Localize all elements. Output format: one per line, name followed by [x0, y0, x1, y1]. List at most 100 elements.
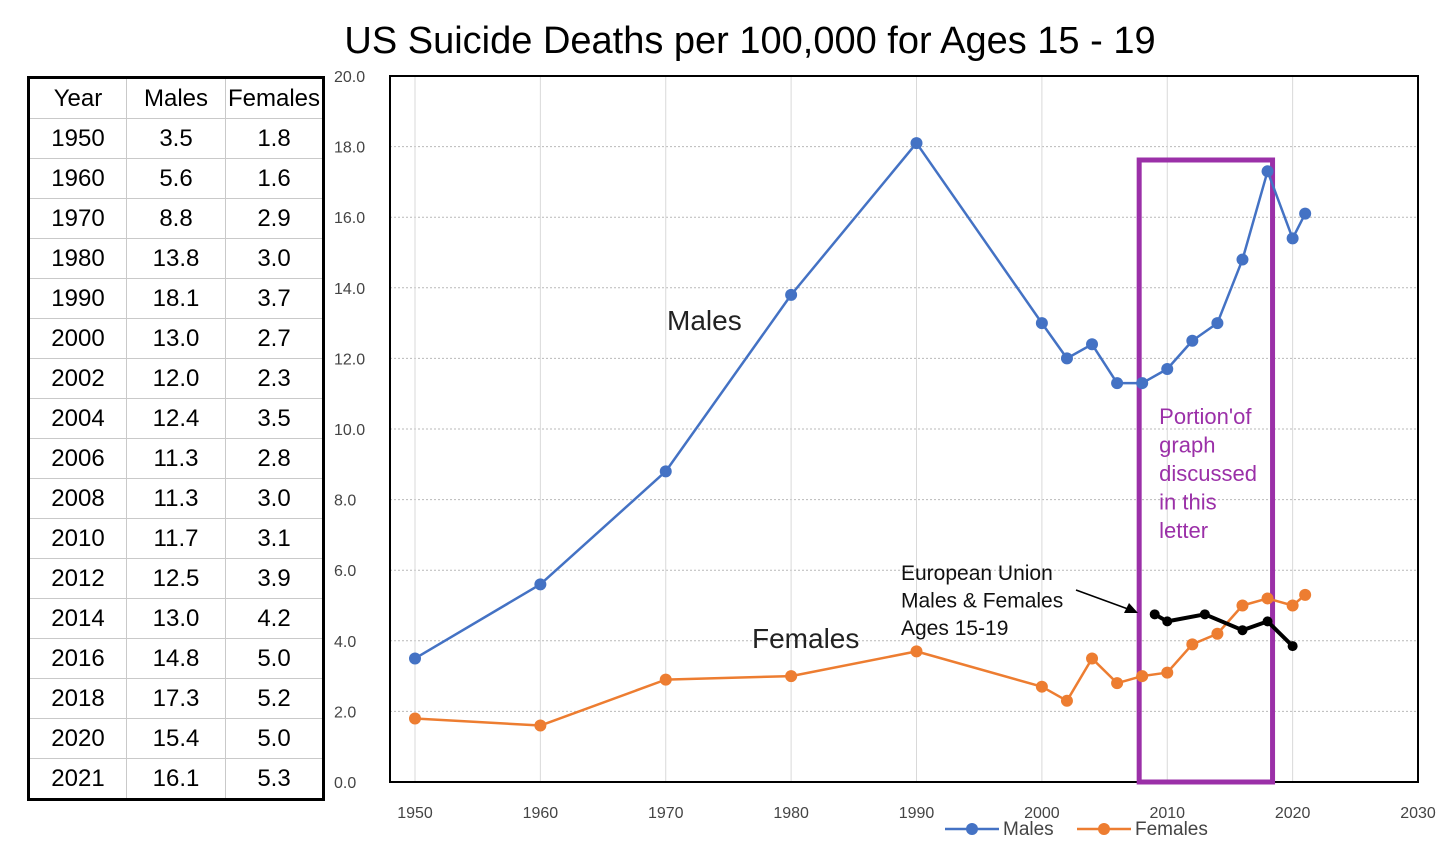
data-point	[910, 137, 923, 150]
legend-label: Males	[1003, 819, 1054, 840]
table-cell: 2.9	[225, 198, 324, 239]
table-cell: 12.0	[126, 358, 226, 399]
males-series-label: Males	[667, 305, 742, 336]
data-point	[1186, 638, 1199, 651]
data-point	[1086, 652, 1099, 665]
y-tick-label: 10.0	[334, 422, 365, 439]
table-row: 1950 3.5 1.8	[28, 118, 324, 159]
data-point	[1035, 317, 1048, 330]
table-cell: 5.3	[225, 758, 324, 800]
y-tick-label: 12.0	[334, 351, 365, 368]
table-row: 2020 15.4 5.0	[28, 718, 324, 759]
table-cell: 12.4	[126, 398, 226, 439]
legend: Males Females	[945, 819, 1208, 840]
y-tick-label: 18.0	[334, 140, 365, 157]
x-tick-label: 2030	[1400, 805, 1436, 822]
data-point	[1136, 377, 1149, 390]
eu-arrow-line	[1075, 589, 1129, 610]
highlight-text-line: discussed	[1159, 461, 1257, 486]
table-row: 1960 5.6 1.6	[28, 158, 324, 199]
annotations: Males Females European Union Males & Female…	[667, 305, 1138, 654]
data-point	[1111, 677, 1124, 690]
x-tick-label: 2000	[1024, 805, 1060, 822]
data-point	[1262, 616, 1273, 627]
y-tick-label: 8.0	[334, 493, 356, 510]
highlight-text-line: graph	[1159, 433, 1215, 458]
table-cell: 14.8	[126, 638, 226, 679]
y-tick-label: 6.0	[334, 563, 356, 580]
table-cell: 3.1	[225, 518, 324, 559]
table-row: 2021 16.1 5.3	[28, 758, 324, 800]
table-cell: 15.4	[126, 718, 226, 759]
table-cell: 1970	[28, 198, 127, 239]
data-point	[534, 719, 547, 732]
table-cell: 1960	[28, 158, 127, 199]
data-point	[1299, 588, 1312, 601]
table-cell: 4.2	[225, 598, 324, 639]
females-series-label: Females	[752, 623, 859, 654]
y-tick-label: 2.0	[334, 704, 356, 721]
table-cell: 2004	[28, 398, 127, 439]
x-tick-label: 2010	[1149, 805, 1185, 822]
data-point	[1286, 232, 1299, 245]
table-row: 2018 17.3 5.2	[28, 678, 324, 719]
eu-label-line: Ages 15-19	[901, 617, 1008, 640]
eu-arrow-head	[1124, 603, 1138, 613]
data-point	[1261, 165, 1274, 178]
x-tick-label: 1950	[397, 805, 433, 822]
table-cell: 2.8	[225, 438, 324, 479]
data-point	[1161, 362, 1174, 375]
table-row: 1980 13.8 3.0	[28, 238, 324, 279]
data-point	[785, 670, 798, 683]
axis-ticks: 0.0 2.0 4.0 6.0 8.0 10.0 12.0 14.0 16.0 18.0 20.0 1…	[334, 69, 1436, 822]
table-cell: 1990	[28, 278, 127, 319]
table-cell: 12.5	[126, 558, 226, 599]
table-row: 2000 13.0 2.7	[28, 318, 324, 359]
table-cell: 1950	[28, 118, 127, 159]
table-header-cell: Females	[225, 77, 324, 119]
data-point	[1162, 616, 1173, 627]
data-point	[910, 645, 923, 658]
table-cell: 2000	[28, 318, 127, 359]
data-point	[409, 712, 421, 725]
table-cell: 1.8	[225, 118, 324, 159]
table-row: 2010 11.7 3.1	[28, 518, 324, 559]
y-tick-label: 20.0	[334, 69, 365, 86]
table-cell: 2006	[28, 438, 127, 479]
legend-marker	[966, 823, 978, 835]
data-point	[1236, 599, 1249, 612]
table-cell: 5.0	[225, 718, 324, 759]
legend-label: Females	[1135, 819, 1208, 840]
gridlines	[390, 76, 1419, 782]
table-cell: 3.5	[126, 118, 226, 159]
x-tick-label: 1970	[648, 805, 684, 822]
data-point	[785, 288, 798, 301]
data-point	[659, 465, 672, 478]
table-cell: 2020	[28, 718, 127, 759]
x-tick-label: 1980	[773, 805, 809, 822]
data-point	[1149, 609, 1160, 620]
table-row: 1970 8.8 2.9	[28, 198, 324, 239]
data-table: Year Males Females 1950 3.5 1.8 1960 5.6 1.6 197…	[27, 76, 325, 801]
data-point	[1199, 609, 1210, 620]
table-row: 1990 18.1 3.7	[28, 278, 324, 319]
table-row: 2006 11.3 2.8	[28, 438, 324, 479]
table-cell: 5.0	[225, 638, 324, 679]
highlight-text-line: in this	[1159, 490, 1216, 515]
data-point	[1161, 666, 1174, 679]
series-line-males	[414, 141, 1307, 660]
table-cell: 3.7	[225, 278, 324, 319]
table-cell: 3.0	[225, 478, 324, 519]
table-cell: 1.6	[225, 158, 324, 199]
table-row: 2004 12.4 3.5	[28, 398, 324, 439]
table-cell: 3.0	[225, 238, 324, 279]
legend-marker	[1098, 823, 1110, 835]
table-cell: 2021	[28, 758, 127, 800]
table-row: 2012 12.5 3.9	[28, 558, 324, 599]
y-tick-label: 0.0	[334, 775, 356, 792]
chart-title: US Suicide Deaths per 100,000 for Ages 1…	[344, 20, 1156, 62]
table-cell: 2002	[28, 358, 127, 399]
data-point	[1035, 680, 1048, 693]
plot-area-border	[389, 75, 1419, 783]
data-point	[1287, 641, 1298, 652]
